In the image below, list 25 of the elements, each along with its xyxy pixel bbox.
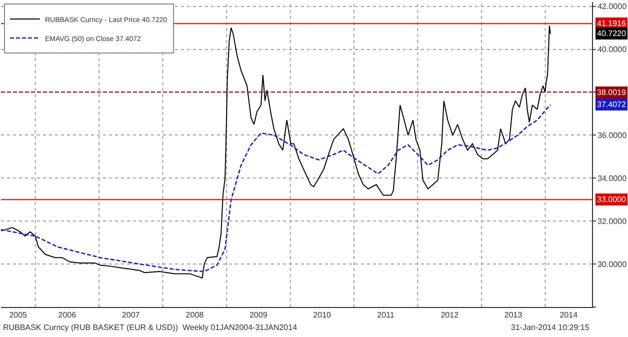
- x-tick-label: 2011: [377, 310, 395, 320]
- annotation: 37.4072: [597, 100, 626, 109]
- text: 31-Jan-2014 10:29:15: [511, 323, 590, 332]
- y-tick-label: 40.0000: [598, 45, 628, 54]
- annotation: 40.7220: [597, 29, 626, 38]
- x-tick-label: 2006: [58, 310, 77, 320]
- x-tick-label: 2012: [440, 310, 460, 320]
- ref-line-label: 38.0019: [597, 88, 626, 97]
- text: RUBBASK Curncy (RUB BASKET (EUR & USD)) Weekly 01JAN2004-31JAN2014: [3, 323, 298, 332]
- y-tick-label: 42.0000: [598, 2, 628, 12]
- x-tick-label: 2007: [122, 310, 140, 320]
- x-tick-label: 2010: [313, 310, 332, 320]
- x-tick-label: 2009: [249, 310, 268, 320]
- y-tick-label: 36.0000: [598, 130, 628, 140]
- x-tick-label: 2013: [504, 310, 523, 320]
- x-tick-label: 2014: [560, 310, 578, 320]
- x-tick-label: 2008: [186, 310, 204, 320]
- x-tick-label: 2005: [9, 310, 28, 320]
- y-tick-label: 30.0000: [598, 260, 628, 269]
- y-tick-label: 34.0000: [598, 174, 628, 183]
- y-tick-label: 32.0000: [598, 216, 628, 226]
- ref-line-label: 41.1916: [597, 19, 626, 28]
- line-series: [1, 25, 551, 278]
- ref-line-label: 33.0000: [597, 195, 626, 204]
- line-series: [1, 104, 552, 272]
